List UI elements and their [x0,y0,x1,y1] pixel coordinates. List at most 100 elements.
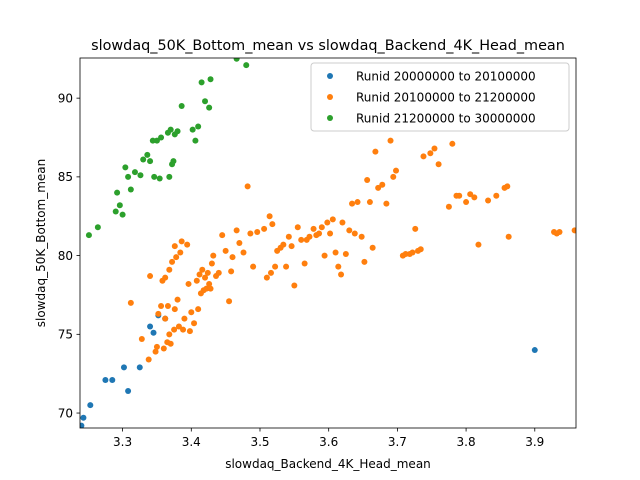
y-tick-label: 85 [58,170,73,184]
data-point-series-2-109 [402,251,409,258]
data-point-series-2-125 [471,194,478,201]
data-point-series-2-128 [493,192,500,199]
data-point-series-3-8 [125,173,132,180]
data-point-series-2-53 [229,254,236,261]
data-point-series-2-130 [504,183,511,190]
data-point-series-2-41 [203,285,210,292]
data-point-series-2-27 [180,326,187,333]
data-point-series-2-51 [226,298,233,305]
x-tick-label: 3.4 [182,435,201,449]
x-tick-label: 3.7 [388,435,407,449]
data-point-series-2-24 [175,323,182,330]
data-point-series-2-88 [335,263,342,270]
data-point-series-2-134 [556,228,563,235]
data-point-series-2-8 [158,302,165,309]
data-point-series-3-17 [153,137,160,144]
data-point-series-2-105 [387,137,394,144]
data-point-series-2-6 [153,343,160,350]
data-point-series-3-34 [207,76,214,83]
data-point-series-3-14 [147,158,154,165]
data-point-series-2-126 [475,241,482,248]
data-point-series-2-74 [294,224,301,231]
data-point-series-2-17 [167,340,174,347]
y-tick-label: 75 [58,328,73,342]
data-point-series-2-97 [361,258,368,265]
data-point-series-2-116 [427,150,434,157]
data-point-series-2-79 [310,225,317,232]
data-point-series-2-10 [160,345,167,352]
data-point-series-2-1 [127,299,134,306]
data-point-series-2-93 [349,200,356,207]
data-point-series-2-61 [261,225,268,232]
data-point-series-2-34 [193,277,200,284]
data-point-series-3-31 [198,79,205,86]
data-point-series-3-18 [156,175,163,182]
data-point-series-2-85 [327,230,334,237]
data-point-series-1-9 [147,323,154,330]
data-point-series-2-70 [283,263,290,270]
data-point-series-2-35 [195,306,202,313]
data-point-series-2-81 [316,230,323,237]
data-point-series-2-3 [145,356,152,363]
data-point-series-2-16 [166,266,173,273]
data-point-series-2-11 [162,315,169,322]
data-point-series-2-33 [191,320,198,327]
data-point-series-2-25 [177,249,184,256]
data-point-series-2-38 [199,266,206,273]
data-point-series-1-8 [136,364,143,371]
data-point-series-2-83 [321,252,328,259]
data-point-series-3-15 [149,137,156,144]
data-point-series-2-57 [244,183,251,190]
data-point-series-2-64 [267,269,274,276]
data-point-series-2-15 [166,331,173,338]
data-point-series-3-21 [166,173,173,180]
data-point-series-1-6 [120,364,127,371]
data-point-series-2-98 [364,177,371,184]
y-tick-label: 70 [58,406,73,420]
data-point-series-2-52 [228,268,235,275]
data-point-series-3-33 [206,104,213,111]
data-point-series-2-45 [208,260,215,267]
data-point-series-2-89 [338,271,345,278]
data-point-series-1-1 [80,422,85,428]
data-point-series-3-12 [140,156,147,163]
data-point-series-2-19 [171,326,178,333]
plot-frame [79,57,577,429]
data-point-series-2-123 [463,199,470,206]
data-point-series-2-115 [420,153,427,160]
data-point-series-2-84 [324,219,331,226]
data-point-series-2-76 [301,260,308,267]
data-point-series-2-32 [188,309,195,316]
data-point-series-3-9 [127,186,134,193]
data-point-series-3-4 [114,189,121,196]
data-point-series-2-122 [456,192,463,199]
data-point-series-2-40 [202,274,209,281]
data-point-series-3-29 [192,137,199,144]
data-point-series-2-95 [354,199,361,206]
data-point-series-2-62 [263,274,270,281]
x-tick-label: 3.8 [457,435,476,449]
data-point-series-2-87 [332,249,339,256]
data-point-series-2-118 [435,161,442,168]
data-point-series-3-22 [167,126,174,133]
data-point-series-2-119 [445,203,452,210]
data-point-series-3-13 [144,151,151,158]
data-point-series-2-103 [379,181,386,188]
data-point-series-2-65 [269,221,276,228]
data-point-series-3-6 [119,211,126,218]
data-point-series-2-2 [138,336,145,343]
data-point-series-2-94 [351,230,358,237]
data-point-series-2-124 [467,191,474,198]
data-point-series-2-111 [409,249,416,256]
data-point-series-2-23 [174,296,181,303]
data-point-series-2-46 [210,252,217,259]
y-tick-label: 90 [58,91,73,105]
data-point-series-1-3 [87,402,94,409]
legend-label-1: Runid 20000000 to 20100000 [356,69,536,83]
data-point-series-2-20 [171,306,178,313]
data-point-series-2-14 [164,302,171,309]
data-point-series-2-107 [393,167,400,174]
x-tick-label: 3.5 [250,435,269,449]
data-point-series-2-69 [280,241,287,248]
